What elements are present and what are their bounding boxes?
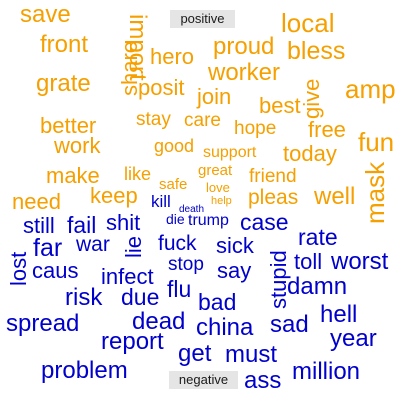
word-fuck: fuck xyxy=(158,232,197,255)
word-posit: posit xyxy=(138,75,184,100)
word-help: help xyxy=(211,195,232,207)
word-today: today xyxy=(283,141,337,166)
word-free: free xyxy=(308,117,346,142)
word-risk: risk xyxy=(65,284,103,311)
word-sick: sick xyxy=(216,233,255,258)
word-bless: bless xyxy=(287,37,345,65)
word-fail: fail xyxy=(67,212,96,238)
word-worst: worst xyxy=(330,248,389,275)
word-due: due xyxy=(121,284,159,310)
word-stop: stop xyxy=(168,254,204,275)
word-million: million xyxy=(292,358,360,385)
word-say: say xyxy=(217,258,251,283)
word-need: need xyxy=(12,189,61,214)
word-china: china xyxy=(196,314,254,341)
word-far: far xyxy=(33,234,62,262)
word-must: must xyxy=(225,341,277,368)
word-shit: shit xyxy=(106,210,140,235)
word-proud: proud xyxy=(213,33,274,60)
word-front: front xyxy=(40,31,88,58)
word-ass: ass xyxy=(244,367,281,394)
word-save: save xyxy=(20,1,71,28)
word-work: work xyxy=(53,133,101,158)
svg-text:negative: negative xyxy=(179,372,228,387)
word-infect: infect xyxy=(101,264,154,289)
word-get: get xyxy=(178,340,212,367)
word-worker: worker xyxy=(207,59,280,86)
word-lie: lie xyxy=(121,236,146,258)
word-stay: stay xyxy=(136,109,171,130)
word-fun: fun xyxy=(358,127,394,157)
word-share: share xyxy=(117,41,142,96)
word-hell: hell xyxy=(320,301,357,328)
word-bad: bad xyxy=(198,289,236,315)
word-like: like xyxy=(124,164,151,184)
word-trump: trump xyxy=(188,212,229,229)
words-layer: savefrontgratebetterworkmakeneedimportsh… xyxy=(6,1,396,394)
word-good: good xyxy=(154,136,194,156)
word-care: care xyxy=(184,110,221,131)
word-flu: flu xyxy=(167,276,191,302)
word-well: well xyxy=(313,183,355,210)
word-damn: damn xyxy=(287,273,347,300)
word-better: better xyxy=(40,113,96,138)
word-hero: hero xyxy=(150,44,194,69)
word-local: local xyxy=(281,8,334,38)
word-safe: safe xyxy=(159,176,187,193)
word-keep: keep xyxy=(90,183,138,208)
word-toll: toll xyxy=(294,249,322,274)
word-lost: lost xyxy=(6,252,31,286)
word-problem: problem xyxy=(41,357,128,384)
word-stupid: stupid xyxy=(266,250,291,309)
word-make: make xyxy=(46,163,100,188)
word-grate: grate xyxy=(36,70,91,97)
word-caus: caus xyxy=(32,258,78,283)
word-best: best xyxy=(259,93,301,118)
word-pleas: pleas xyxy=(248,186,298,209)
group-label-negative: negative xyxy=(169,371,238,389)
word-still: still xyxy=(23,213,55,238)
word-case: case xyxy=(240,209,289,235)
word-join: join xyxy=(196,84,231,109)
word-friend: friend xyxy=(249,166,297,187)
word-kill: kill xyxy=(151,192,171,211)
svg-text:positive: positive xyxy=(180,11,224,26)
group-label-positive: positive xyxy=(170,10,235,28)
word-report: report xyxy=(101,328,164,355)
word-year: year xyxy=(330,325,377,352)
word-death: death xyxy=(179,204,204,215)
word-hope: hope xyxy=(234,118,276,139)
word-amp: amp xyxy=(345,74,396,104)
word-die: die xyxy=(166,211,185,227)
word-love: love xyxy=(206,180,230,195)
word-support: support xyxy=(203,144,257,161)
word-give: give xyxy=(299,79,324,119)
word-rate: rate xyxy=(298,224,338,250)
word-great: great xyxy=(198,162,233,179)
word-spread: spread xyxy=(6,310,79,337)
word-war: war xyxy=(75,233,110,256)
word-import: import xyxy=(124,14,151,81)
word-dead: dead xyxy=(132,308,185,335)
word-sad: sad xyxy=(270,311,309,338)
word-mask: mask xyxy=(360,161,390,224)
